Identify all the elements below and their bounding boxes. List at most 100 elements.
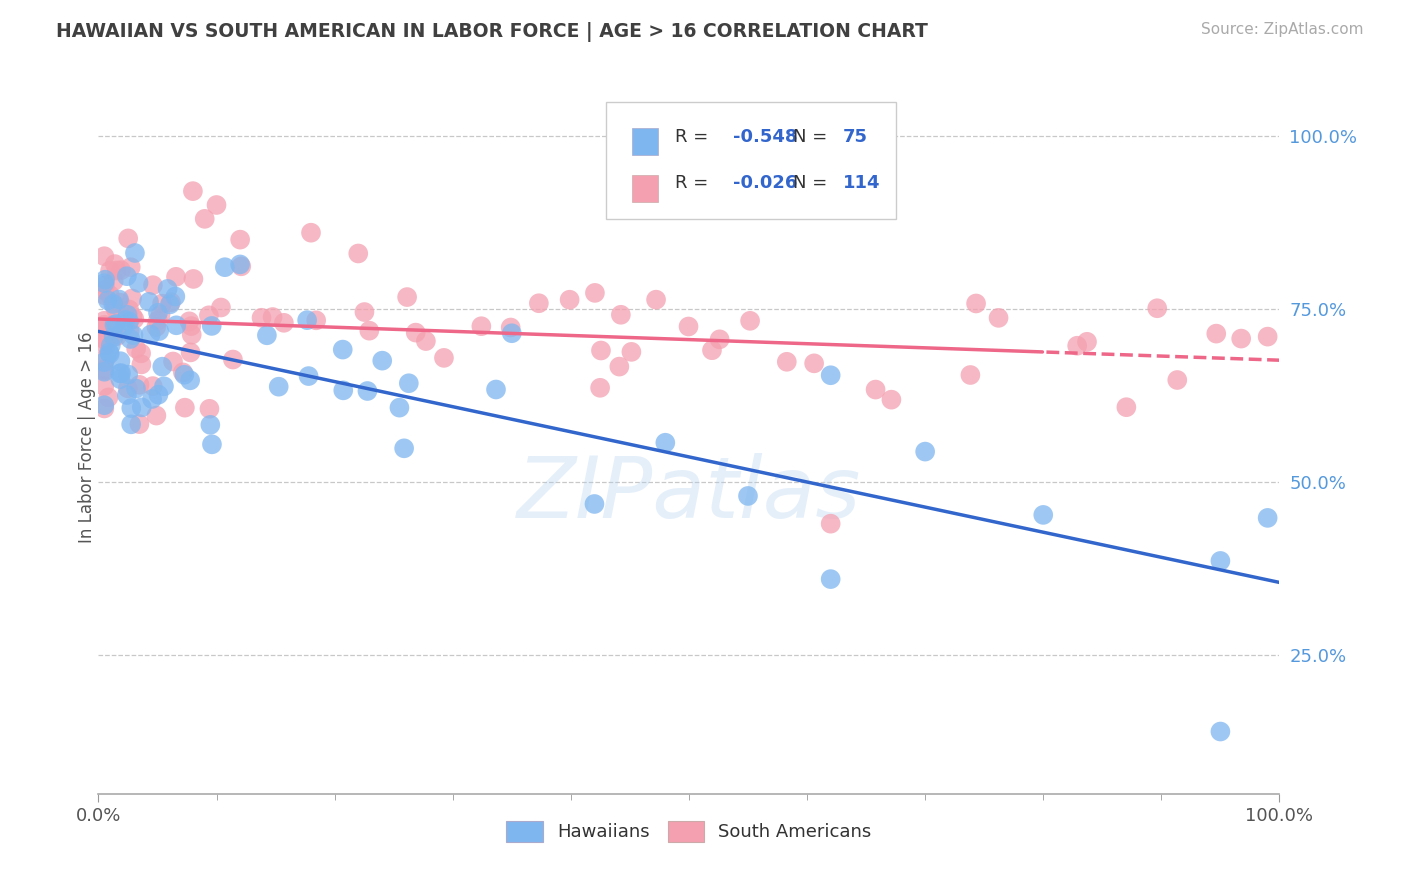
Point [93,398,115,412]
Point [297,369,319,384]
Point [121,310,143,324]
Point [124,312,146,326]
Text: R =: R = [675,174,714,193]
Point [146,306,169,320]
Point [820,516,842,531]
Point [332,384,354,398]
Point [589,343,612,358]
Point [965,296,987,310]
Text: -0.548: -0.548 [733,128,797,145]
Point [98,288,121,302]
Point [359,324,381,338]
Point [105,263,128,277]
Point [97,293,120,308]
Point [128,417,150,431]
Point [256,328,278,343]
Point [347,246,370,260]
Point [262,310,284,324]
Point [162,354,184,368]
Point [222,352,245,367]
Point [150,296,173,310]
Point [125,382,148,396]
Point [499,320,522,334]
Point [117,381,139,395]
Text: N =: N = [793,128,832,145]
Point [1209,724,1232,739]
Point [583,285,606,300]
Point [305,313,328,327]
Point [108,293,131,307]
Point [103,318,125,332]
Point [125,342,148,356]
Point [110,354,132,368]
Point [501,326,523,341]
Point [148,387,170,401]
Point [527,296,550,310]
Point [118,302,141,317]
Point [94,288,117,302]
Point [98,263,121,277]
Point [104,317,127,331]
Point [1166,373,1188,387]
Point [165,318,187,333]
Point [93,318,115,332]
Point [231,260,253,274]
Point [117,368,139,382]
Text: N =: N = [793,174,832,193]
Point [209,301,232,315]
Point [98,345,121,359]
Point [229,257,252,271]
Point [250,310,273,325]
Point [105,317,128,331]
Y-axis label: In Labor Force | Age > 16: In Labor Force | Age > 16 [79,331,96,543]
Point [880,392,903,407]
Point [396,290,419,304]
FancyBboxPatch shape [606,102,896,219]
Point [914,444,936,458]
Text: Source: ZipAtlas.com: Source: ZipAtlas.com [1201,22,1364,37]
Point [165,289,187,303]
Point [108,295,131,310]
Point [117,308,139,322]
Point [104,301,127,316]
Point [131,401,153,415]
Point [700,343,723,358]
Point [93,365,115,379]
Point [183,272,205,286]
Point [180,345,202,359]
Point [121,292,143,306]
Point [198,308,221,322]
Point [101,328,124,343]
Point [93,363,115,377]
Point [93,249,115,263]
Point [115,269,138,284]
Point [104,257,127,271]
Point [558,293,581,307]
Point [120,332,142,346]
Point [94,273,117,287]
Point [820,572,842,586]
Point [179,373,201,387]
Point [172,365,194,379]
Point [392,442,415,456]
Point [388,401,411,415]
Point [1209,554,1232,568]
Point [180,319,202,334]
Text: HAWAIIAN VS SOUTH AMERICAN IN LABOR FORCE | AGE > 16 CORRELATION CHART: HAWAIIAN VS SOUTH AMERICAN IN LABOR FORC… [56,22,928,42]
Point [1205,326,1227,341]
Point [145,319,167,334]
Point [295,313,318,327]
Point [93,331,115,345]
Point [1115,401,1137,415]
Point [589,381,612,395]
Text: R =: R = [675,128,714,145]
Point [1257,329,1279,343]
Text: 114: 114 [842,174,880,193]
Point [104,298,127,312]
Point [609,359,631,374]
Point [776,355,799,369]
Point [332,343,354,357]
Point [138,294,160,309]
Point [229,233,252,247]
Point [1076,334,1098,349]
